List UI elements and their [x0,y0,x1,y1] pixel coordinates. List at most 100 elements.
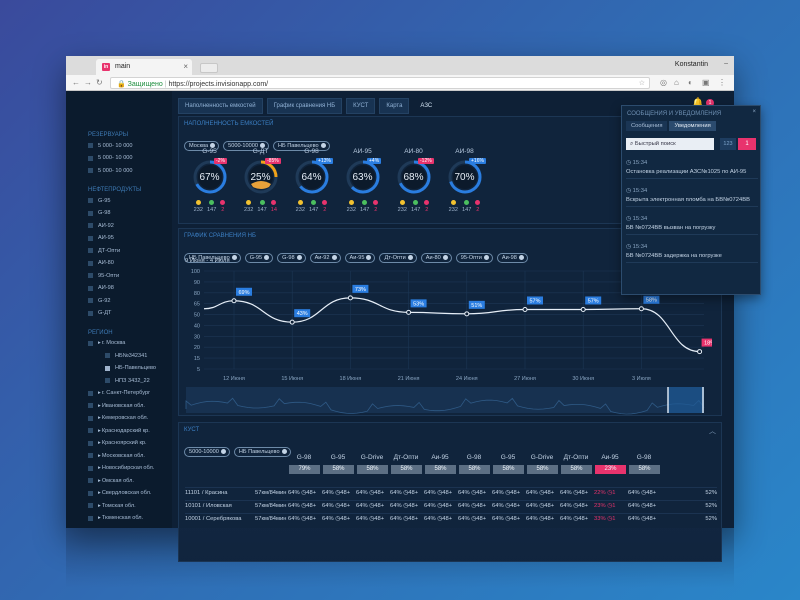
checkbox[interactable] [88,515,93,521]
remove-chip-icon[interactable] [331,255,337,261]
sidebar-region-item[interactable]: ▸ Новосибирская обл. [88,465,172,471]
remove-chip-icon[interactable] [483,255,489,261]
sidebar-region-item[interactable]: ▸ г. Санкт-Петербург [88,390,172,396]
bell-icon[interactable]: 🔔 [691,98,704,109]
sidebar-region-item[interactable]: ▸ Кемеровская обл. [88,415,172,421]
profile-name[interactable]: Konstantin [674,61,708,68]
sidebar-product-item[interactable]: АИ-80 [88,260,172,266]
extension-icon-3[interactable]: ◐ [688,78,693,87]
notification-item[interactable]: ◷ 15:34 БВ №0724ВВ вызван на погрузку [626,216,758,235]
table-row[interactable]: 10101 / Иловская 57км/84мин 64% ◷48+ 64% ◷4… [185,500,717,510]
sidebar-region-item[interactable]: НБ№342341 [88,353,172,359]
remove-chip-icon[interactable] [231,255,237,261]
table-row[interactable]: 10001 / Серебрякова 57км/84мин 64% ◷48+ 64%… [185,513,717,523]
remove-chip-icon[interactable] [442,255,448,261]
unread-count[interactable]: 1 [738,138,756,150]
checkbox[interactable] [88,415,93,421]
filter-chip[interactable]: Дт-Опти [379,253,417,263]
notification-item[interactable]: ◷ 15:34 Вскрыта электронная пломба на БВ№… [626,188,758,207]
sidebar-region-item[interactable]: ▸ Омская обл. [88,478,172,484]
bookmark-star-icon[interactable]: ☆ [638,80,645,87]
sidebar-region-item[interactable]: НБ-Павельцево [88,365,172,371]
new-tab-button[interactable] [200,63,218,73]
checkbox[interactable] [105,378,110,383]
tab-1[interactable]: Наполненность емкостей [178,98,263,114]
sidebar-reservoir-item[interactable]: 5 000- 10 000 [88,168,172,174]
sidebar-region-item[interactable]: ▸ Краснодарский кр. [88,428,172,434]
filter-chip[interactable]: НБ Павельцево [184,253,241,263]
remove-chip-icon[interactable] [320,143,326,149]
checkbox[interactable] [88,273,93,278]
checkbox[interactable] [88,285,93,291]
filter-chip[interactable]: 95-Опти [455,253,493,263]
sidebar-reservoir-item[interactable]: 5 000- 10 000 [88,155,172,161]
browser-tab[interactable]: in main × [96,59,192,75]
url-input[interactable]: 🔒 Защищено | https://projects.invisionap… [110,77,650,89]
sidebar-reservoir-item[interactable]: 5 000- 10 000 [88,143,172,149]
checkbox[interactable] [88,490,93,496]
checkbox[interactable] [88,440,93,446]
sidebar-product-item[interactable]: G-ДТ [88,310,172,316]
remove-chip-icon[interactable] [407,255,413,261]
gauge[interactable]: G-98 +13% 64% 232 147 2 [286,148,337,213]
sidebar-region-item[interactable]: ▸ Томская обл. [88,503,172,509]
checkbox[interactable] [105,365,110,371]
checkbox[interactable] [88,143,93,148]
checkbox[interactable] [88,478,93,483]
filter-chip[interactable]: Москва [184,141,220,151]
checkbox[interactable] [88,403,93,408]
checkbox[interactable] [88,428,93,433]
forward-icon[interactable]: → [84,78,92,87]
remove-chip-icon[interactable] [366,255,372,261]
message-count[interactable]: 123 [720,138,736,150]
gauge[interactable]: АИ-80 -12% 68% 232 147 2 [388,148,439,213]
sidebar-product-item[interactable]: G-95 [88,198,172,204]
checkbox[interactable] [105,353,110,358]
extension-icon[interactable]: ◎ [660,78,667,87]
checkbox[interactable] [88,223,93,228]
sidebar-region-item[interactable]: ▸ Тюменская обл. [88,515,172,521]
chevron-up-icon[interactable]: ︿ [709,428,716,435]
checkbox[interactable] [88,340,93,346]
checkbox[interactable] [88,235,93,241]
filter-chip[interactable]: G-98 [277,253,306,263]
gauge[interactable]: АИ-98 +16% 70% 232 147 2 [439,148,490,213]
remove-chip-icon[interactable] [518,255,524,261]
sidebar-product-item[interactable]: 95-Опти [88,273,172,279]
tab-3[interactable]: КУСТ [346,98,376,114]
close-icon[interactable]: × [183,62,188,71]
table-row[interactable]: 11101 / Красина 57км/84мин 64% ◷48+ 64% ◷48… [185,487,717,497]
remove-chip-icon[interactable] [259,143,265,149]
checkbox[interactable] [88,310,93,316]
sidebar-region-item[interactable]: ▸ Красноярский кр. [88,440,172,446]
filter-chip[interactable]: Аи-92 [309,253,341,263]
extension-icon-4[interactable]: ▣ [702,78,710,87]
reload-icon[interactable]: ↻ [96,78,103,87]
tab-4[interactable]: Карта [379,98,410,114]
menu-icon[interactable]: ⋮ [718,78,726,87]
quick-search-input[interactable]: ⌕ Быстрый поиск [626,138,714,150]
filter-chip[interactable]: НБ Павельцево [233,447,291,457]
sidebar-product-item[interactable]: АИ-95 [88,235,172,241]
extension-icon-2[interactable]: ⌂ [674,78,679,87]
filter-chip[interactable]: Аи-80 [420,253,452,263]
notification-item[interactable]: ◷ 15:34 Остановка реализации АЗС№1025 по … [626,160,758,179]
checkbox[interactable] [88,503,93,508]
remove-chip-icon[interactable] [296,255,302,261]
filter-chip[interactable]: G-95 [244,253,274,263]
sidebar-product-item[interactable]: G-98 [88,210,172,216]
filter-chip[interactable]: Аи-98 [496,253,528,263]
sidebar-product-item[interactable]: АИ-92 [88,223,172,229]
checkbox[interactable] [88,298,93,303]
remove-chip-icon[interactable] [220,449,226,455]
checkbox[interactable] [88,453,93,458]
checkbox[interactable] [88,465,93,471]
sidebar-region-item[interactable]: НПЗ 3432_22 [88,378,172,384]
popup-tab[interactable]: Сообщения [626,121,668,131]
sidebar-region-item[interactable]: ▸ Московская обл. [88,453,172,459]
sidebar-region-item[interactable]: ▸ Свердловская обл. [88,490,172,496]
tab-2[interactable]: График сравнения НБ [266,98,343,114]
filter-chip[interactable]: Аи-95 [344,253,376,263]
window-controls-icon[interactable]: – [724,60,728,67]
checkbox[interactable] [88,248,93,253]
